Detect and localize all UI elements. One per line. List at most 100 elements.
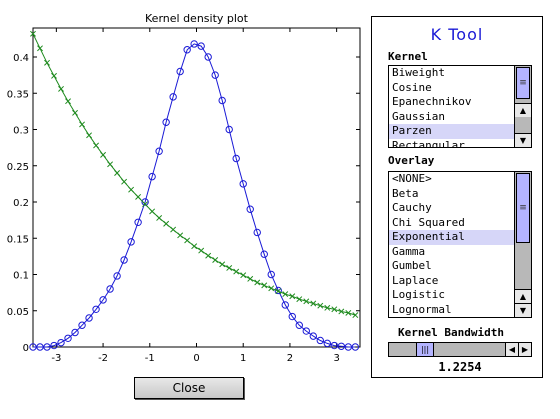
close-button[interactable]: Close [134, 377, 244, 399]
series-point [50, 341, 58, 350]
overlay-list-item[interactable]: Exponential [389, 230, 514, 245]
overlay-scrollbar[interactable]: ≡ ▲ ▼ [514, 172, 531, 317]
overlay-scroll-down-icon[interactable]: ▼ [515, 303, 531, 317]
series-point [197, 42, 205, 50]
series-point [44, 59, 50, 66]
kernel-list-item[interactable]: Gaussian [392, 109, 445, 123]
series-point [260, 250, 268, 258]
series-point [281, 301, 289, 309]
series-point [198, 247, 205, 254]
series-point [58, 85, 64, 92]
series-point [57, 338, 65, 347]
series-point [253, 228, 261, 237]
series-point [191, 243, 198, 250]
overlay-list-item[interactable]: Logistic [392, 288, 445, 301]
plot-title: Kernel density plot [145, 12, 249, 25]
kernel-list-items: Biweight Cosine Epanechnikov Gaussian Parzen… [389, 66, 514, 147]
kernel-list-item[interactable]: Cosine [392, 80, 432, 94]
kernel-list-item[interactable]: Epanechnikov [392, 95, 472, 108]
series-point [64, 334, 72, 342]
kernel-list-item[interactable]: Biweight [392, 66, 445, 79]
series-point [261, 282, 268, 289]
overlay-list-item[interactable]: Lognormal [392, 302, 452, 316]
overlay-scroll-up-icon[interactable]: ▲ [515, 289, 531, 303]
overlay-scroll-thumb[interactable]: ≡ [516, 173, 530, 243]
overlay-list-item[interactable]: Chi Squared [392, 215, 465, 229]
series-point [134, 218, 142, 227]
slider-right-arrow-icon[interactable]: ▶ [518, 343, 531, 356]
y-tick-label: 0.05 [7, 307, 29, 318]
x-tick-label: 1 [240, 353, 246, 364]
series-point [275, 288, 282, 295]
series-point [288, 312, 296, 321]
x-tick-label: -2 [98, 353, 108, 364]
series-point [99, 296, 107, 304]
series-point [100, 151, 107, 158]
k-tool-panel: K Tool Kernel Biweight Cosine Epanechnikov… [371, 16, 543, 378]
y-tick-label: 0.15 [7, 234, 29, 245]
series-point [106, 285, 114, 293]
series-point [36, 343, 44, 351]
series-point [177, 232, 184, 239]
series-point [72, 109, 78, 116]
series-point [211, 71, 219, 79]
series-point [212, 257, 219, 263]
bandwidth-slider-thumb[interactable]: ||| [416, 343, 434, 356]
x-tick-label: 3 [333, 353, 339, 364]
overlay-label: Overlay [388, 154, 435, 167]
series-point [345, 309, 352, 316]
series-point [79, 121, 86, 128]
series-point [92, 305, 100, 313]
series-point [184, 237, 191, 244]
y-tick-label: 0 [23, 343, 29, 354]
series-point [190, 40, 198, 48]
series-point [240, 272, 247, 279]
series-point [344, 343, 353, 351]
slider-left-arrow-icon[interactable]: ◀ [505, 343, 518, 356]
kernel-scroll-up-icon[interactable]: ▲ [515, 103, 531, 117]
series-point [295, 321, 303, 329]
bandwidth-slider[interactable]: ||| ◀ ▶ [388, 342, 532, 357]
overlay-list-item[interactable]: Cauchy [392, 201, 432, 214]
kernel-label: Kernel [388, 50, 428, 63]
series-point [323, 339, 331, 348]
series-point [310, 300, 317, 307]
kernel-list-item[interactable]: Parzen [389, 124, 514, 139]
series-point [128, 186, 135, 193]
overlay-list-item[interactable]: Gamma [392, 244, 426, 258]
series-point [43, 343, 51, 351]
kernel-listbox[interactable]: Biweight Cosine Epanechnikov Gaussian Parzen… [388, 65, 532, 148]
series-point [205, 252, 212, 259]
overlay-list-item[interactable]: Laplace [392, 273, 439, 287]
series-line [32, 33, 356, 316]
kernel-scroll-thumb[interactable]: ≡ [516, 67, 530, 99]
series-point [233, 268, 240, 275]
series-point [246, 205, 254, 213]
overlay-listbox[interactable]: <NONE> Beta Cauchy Chi Squared Exponential Ga… [388, 171, 532, 318]
series-point [114, 170, 121, 176]
overlay-list-item[interactable]: <NONE> [392, 172, 432, 185]
series-point [226, 265, 233, 271]
series-point [156, 214, 163, 221]
series-point [162, 118, 170, 126]
bandwidth-value: 1.2254 [438, 360, 482, 374]
series-point [268, 285, 275, 292]
series-point [267, 270, 275, 279]
kernel-scrollbar[interactable]: ≡ ▲ ▼ [514, 66, 531, 147]
kernel-scroll-down-icon[interactable]: ▼ [515, 133, 531, 147]
series-point [302, 327, 310, 335]
y-tick-label: 0.35 [7, 89, 29, 100]
series-point [155, 147, 163, 155]
series-point [324, 304, 331, 311]
series-point [37, 45, 43, 52]
series-point [169, 93, 177, 101]
series-point [254, 279, 261, 286]
series-point [232, 154, 240, 163]
kernel-list-item[interactable]: Rectangular [392, 138, 465, 148]
x-tick-label: 0 [193, 353, 199, 364]
overlay-list-item[interactable]: Beta [392, 186, 419, 200]
series-point [338, 308, 345, 315]
overlay-list-item[interactable]: Gumbel [392, 259, 432, 272]
y-tick-label: 0.25 [7, 162, 29, 173]
series-point [337, 342, 346, 350]
